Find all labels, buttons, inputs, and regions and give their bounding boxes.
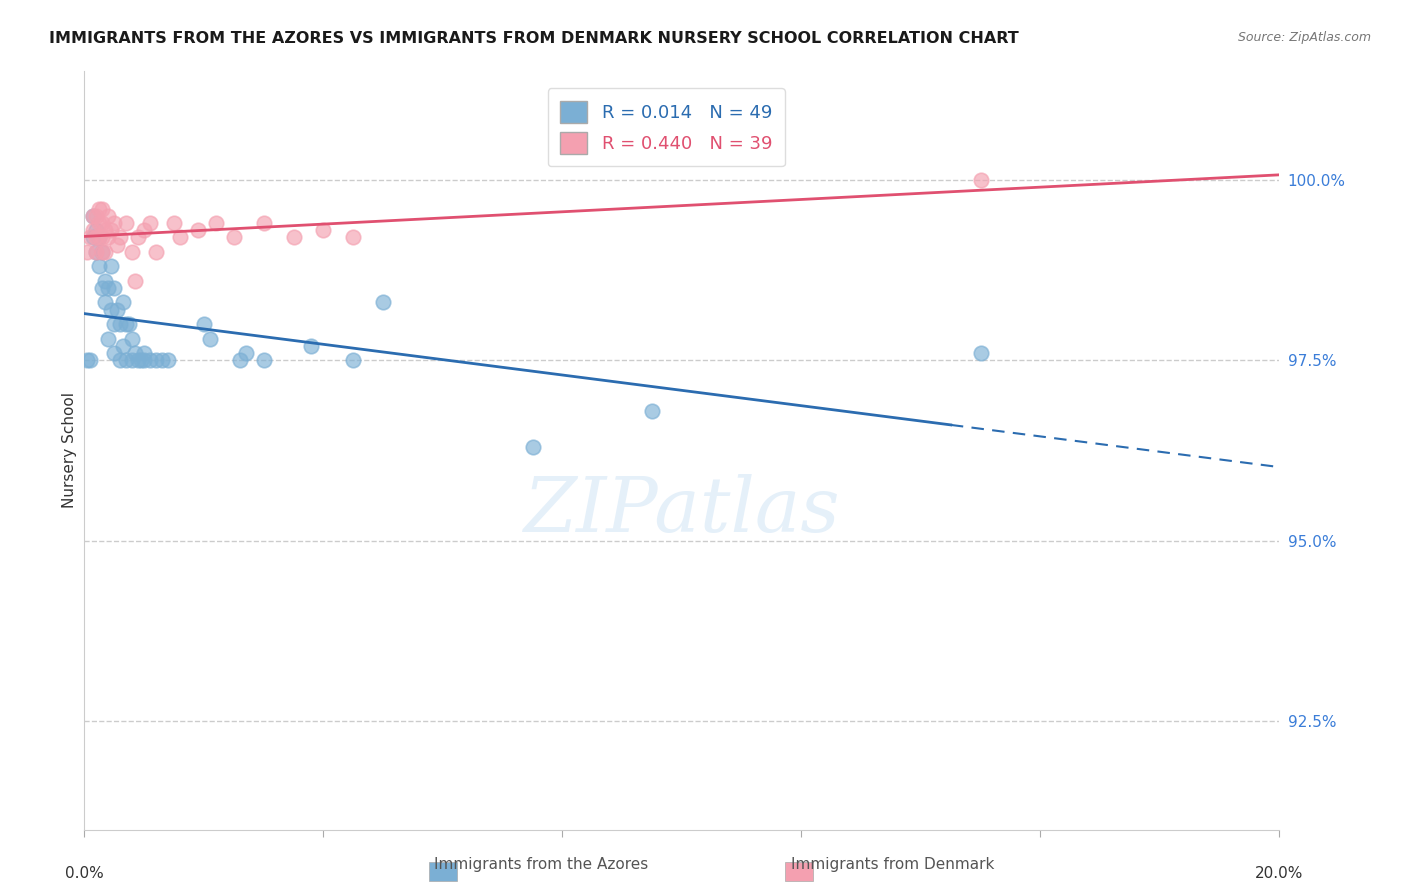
Point	[373, 295, 395, 310]
Point	[198, 332, 221, 346]
Point	[342, 230, 364, 244]
Text: Immigrants from the Azores: Immigrants from the Azores	[434, 857, 648, 872]
Point	[970, 346, 993, 360]
Point	[132, 353, 156, 368]
Point	[121, 353, 143, 368]
Point	[89, 216, 111, 230]
Point	[89, 230, 111, 244]
Point	[89, 202, 111, 216]
Point	[312, 223, 335, 237]
Point	[342, 353, 364, 368]
Point	[205, 216, 228, 230]
Legend: R = 0.014   N = 49, R = 0.440   N = 39: R = 0.014 N = 49, R = 0.440 N = 39	[547, 88, 785, 166]
Point	[222, 230, 245, 244]
Point	[91, 202, 114, 216]
Point	[641, 403, 664, 417]
Bar	[429, 862, 457, 881]
Text: IMMIGRANTS FROM THE AZORES VS IMMIGRANTS FROM DENMARK NURSERY SCHOOL CORRELATION: IMMIGRANTS FROM THE AZORES VS IMMIGRANTS…	[49, 31, 1019, 46]
Point	[82, 209, 104, 223]
Text: 20.0%: 20.0%	[1256, 865, 1303, 880]
Point	[253, 353, 276, 368]
Point	[97, 332, 120, 346]
Point	[105, 237, 128, 252]
Point	[132, 346, 156, 360]
Point	[283, 230, 305, 244]
Point	[105, 302, 128, 317]
Point	[129, 353, 152, 368]
Point	[103, 346, 125, 360]
Point	[91, 281, 114, 295]
Point	[91, 244, 114, 259]
Point	[187, 223, 209, 237]
Text: 0.0%: 0.0%	[65, 865, 104, 880]
Point	[91, 230, 114, 244]
Point	[121, 244, 143, 259]
Point	[110, 353, 132, 368]
Point	[86, 209, 108, 223]
Point	[91, 244, 114, 259]
Point	[124, 346, 146, 360]
Point	[229, 353, 252, 368]
Point	[79, 230, 101, 244]
Point	[522, 440, 544, 454]
Point	[100, 223, 122, 237]
Point	[121, 332, 143, 346]
Point	[235, 346, 257, 360]
Point	[110, 230, 132, 244]
Point	[94, 295, 117, 310]
Point	[115, 216, 138, 230]
Point	[112, 339, 135, 353]
Point	[86, 244, 108, 259]
Point	[970, 172, 993, 186]
Point	[86, 223, 108, 237]
Point	[193, 317, 215, 331]
Point	[103, 216, 125, 230]
Point	[139, 216, 162, 230]
Point	[253, 216, 276, 230]
Point	[97, 281, 120, 295]
Point	[82, 209, 104, 223]
Point	[127, 230, 149, 244]
Text: Immigrants from Denmark: Immigrants from Denmark	[792, 857, 994, 872]
Point	[157, 353, 180, 368]
Point	[89, 230, 111, 244]
Point	[145, 353, 167, 368]
Point	[103, 281, 125, 295]
Point	[76, 353, 98, 368]
Point	[103, 317, 125, 331]
Point	[115, 353, 138, 368]
Point	[163, 216, 186, 230]
Point	[132, 223, 156, 237]
Point	[82, 230, 104, 244]
Y-axis label: Nursery School: Nursery School	[62, 392, 77, 508]
Point	[76, 244, 98, 259]
Point	[118, 317, 141, 331]
Point	[86, 230, 108, 244]
Text: ZIPatlas: ZIPatlas	[523, 475, 841, 548]
Point	[301, 339, 323, 353]
Point	[79, 353, 101, 368]
Point	[82, 223, 104, 237]
Point	[169, 230, 191, 244]
Point	[145, 244, 167, 259]
Point	[94, 244, 117, 259]
Point	[127, 353, 149, 368]
Point	[100, 302, 122, 317]
Point	[94, 223, 117, 237]
Point	[94, 274, 117, 288]
Point	[115, 317, 138, 331]
Point	[97, 209, 120, 223]
Point	[139, 353, 162, 368]
Point	[91, 216, 114, 230]
Point	[124, 274, 146, 288]
Point	[89, 260, 111, 274]
Point	[112, 295, 135, 310]
Point	[100, 260, 122, 274]
Point	[86, 244, 108, 259]
Text: Source: ZipAtlas.com: Source: ZipAtlas.com	[1237, 31, 1371, 45]
Point	[97, 230, 120, 244]
Point	[110, 317, 132, 331]
Point	[150, 353, 173, 368]
Bar	[785, 862, 813, 881]
